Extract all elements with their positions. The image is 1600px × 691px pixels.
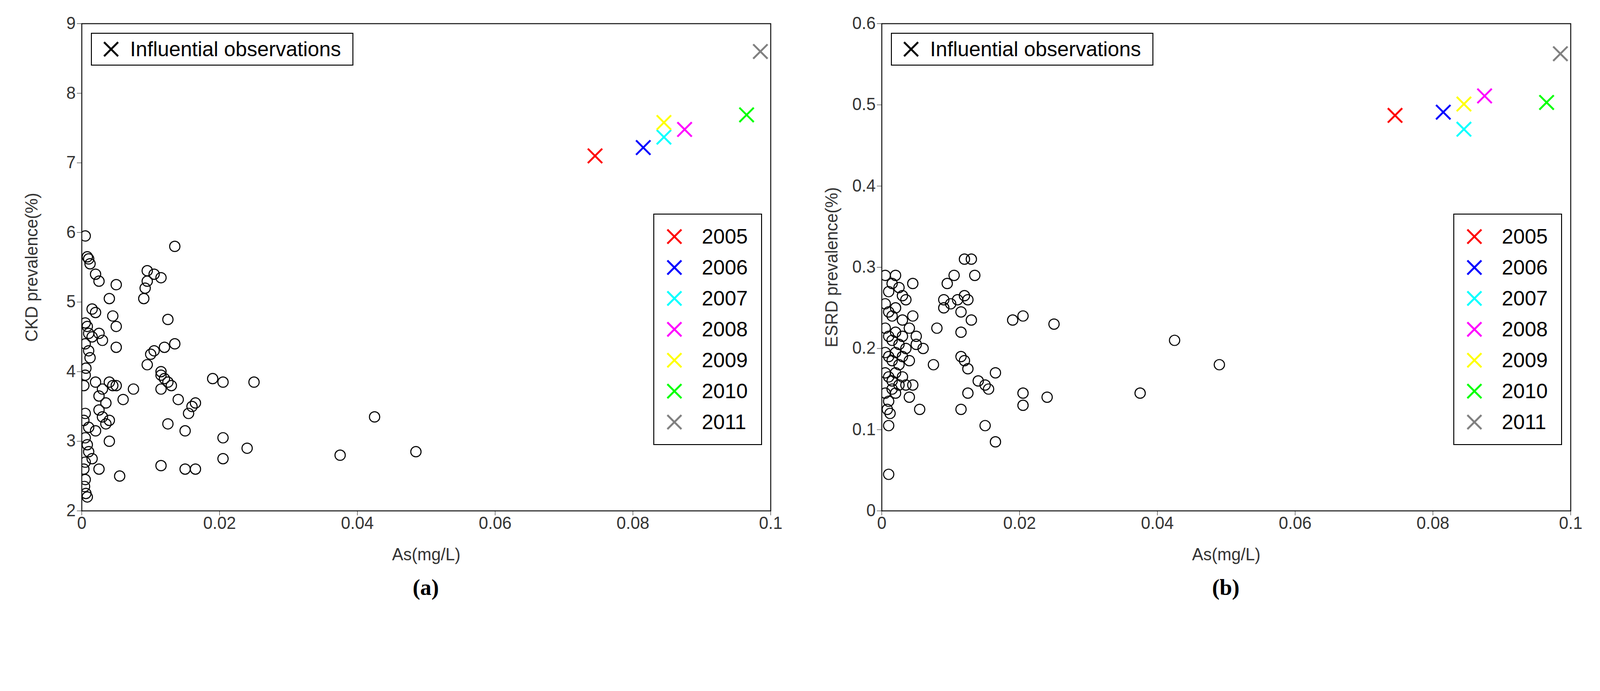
svg-text:As(mg/L): As(mg/L) — [391, 545, 461, 565]
html-text:2006: 2006 — [701, 255, 748, 279]
html-text:2009: 2009 — [1501, 348, 1548, 372]
html-text:Influential observations: Influential observations — [130, 37, 341, 61]
html-text:2005: 2005 — [1501, 224, 1548, 248]
svg-text:As(mg/L): As(mg/L) — [1191, 545, 1261, 565]
svg-text:0.3: 0.3 — [852, 257, 876, 277]
svg-text:0.4: 0.4 — [852, 176, 876, 196]
html-text:2008: 2008 — [701, 317, 748, 341]
svg-text:0: 0 — [866, 500, 876, 521]
svg-text:6: 6 — [66, 222, 76, 242]
svg-text:0.1: 0.1 — [758, 513, 783, 533]
svg-text:0.04: 0.04 — [1140, 513, 1174, 533]
html-text:2009: 2009 — [701, 348, 748, 372]
svg-text:2: 2 — [66, 500, 76, 521]
svg-text:0.08: 0.08 — [1416, 513, 1450, 533]
svg-text:0.06: 0.06 — [1278, 513, 1312, 533]
svg-text:0: 0 — [76, 513, 87, 533]
html-text:2011: 2011 — [701, 410, 747, 434]
html-text:2010: 2010 — [1501, 379, 1548, 403]
html-text:2010: 2010 — [701, 379, 748, 403]
html-text:(a): (a) — [412, 575, 439, 600]
svg-text:0.06: 0.06 — [478, 513, 512, 533]
svg-text:0.02: 0.02 — [202, 513, 236, 533]
html-text:2008: 2008 — [1501, 317, 1548, 341]
svg-text:7: 7 — [66, 152, 76, 172]
svg-text:0: 0 — [876, 513, 887, 533]
html-text:2011: 2011 — [1501, 410, 1547, 434]
svg-text:0.02: 0.02 — [1002, 513, 1036, 533]
html-text:2007: 2007 — [1501, 286, 1548, 310]
html-text:Influential observations: Influential observations — [930, 37, 1141, 61]
html-text:(b): (b) — [1212, 575, 1240, 600]
svg-text:ESRD prevalence(%): ESRD prevalence(%) — [822, 186, 842, 348]
svg-text:5: 5 — [66, 291, 76, 312]
svg-text:CKD prevalence(%): CKD prevalence(%) — [22, 192, 42, 342]
svg-text:0.5: 0.5 — [852, 94, 876, 114]
svg-text:0.1: 0.1 — [852, 419, 876, 440]
html-text:2007: 2007 — [701, 286, 748, 310]
svg-text:0.1: 0.1 — [1558, 513, 1583, 533]
svg-text:4: 4 — [66, 361, 76, 382]
svg-text:9: 9 — [66, 13, 76, 33]
svg-text:0.2: 0.2 — [852, 338, 876, 358]
svg-text:0.04: 0.04 — [340, 513, 374, 533]
svg-text:8: 8 — [66, 83, 76, 103]
svg-text:3: 3 — [66, 431, 76, 451]
html-text:2006: 2006 — [1501, 255, 1548, 279]
svg-text:0.6: 0.6 — [852, 13, 876, 33]
html-text:2005: 2005 — [701, 224, 748, 248]
svg-text:0.08: 0.08 — [616, 513, 650, 533]
